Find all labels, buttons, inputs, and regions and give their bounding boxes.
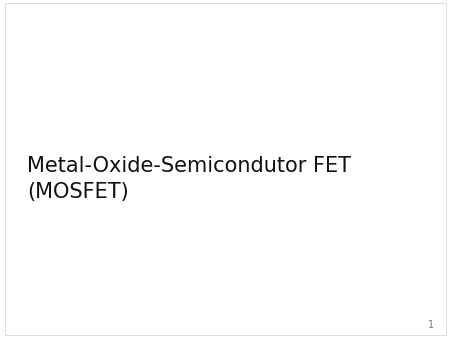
Text: 1: 1 [428,319,434,330]
Text: Metal-Oxide-Semicondutor FET
(MOSFET): Metal-Oxide-Semicondutor FET (MOSFET) [27,156,351,202]
